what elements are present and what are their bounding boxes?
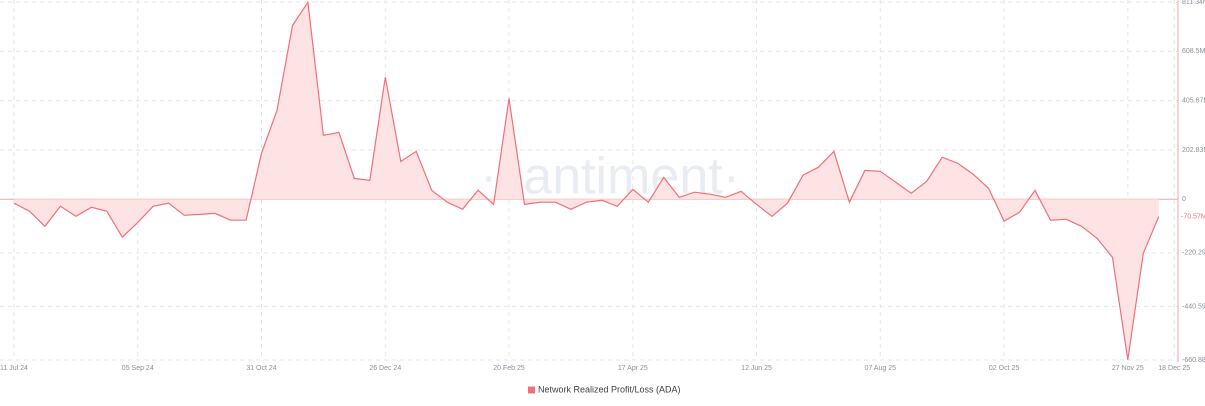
y-tick-label: 608.5M: [1182, 48, 1205, 55]
y-tick-label: 202.83M: [1182, 147, 1205, 154]
x-tick-label: 17 Apr 25: [618, 365, 648, 372]
y-tick-label: -660.88M: [1182, 357, 1205, 364]
area: [14, 2, 1159, 360]
x-tick-label: 26 Dec 24: [369, 365, 401, 372]
x-tick-label: 02 Oct 25: [989, 365, 1019, 372]
x-tick-label: 20 Feb 25: [493, 365, 525, 372]
x-tick-label: 07 Aug 25: [865, 365, 897, 372]
x-tick-label: 12 Jun 25: [741, 365, 772, 372]
value-label: -70.57M: [1181, 213, 1205, 220]
y-tick-label: 0: [1182, 196, 1186, 203]
x-tick-label: 11 Jul 24: [0, 365, 28, 372]
y-tick-label: -220.29M: [1182, 250, 1205, 257]
y-tick-label: 405.67M: [1182, 97, 1205, 104]
value-label-bg: [1179, 211, 1205, 222]
line: [13, 0, 1160, 360]
x-tick-label: 18 Dec 25: [1158, 365, 1190, 372]
x-tick-label: 05 Sep 24: [122, 365, 154, 372]
x-tick-label: 31 Oct 24: [246, 365, 276, 372]
x-tick-label: 27 Nov 25: [1112, 365, 1144, 372]
legend-swatch: [528, 386, 535, 394]
y-tick-label: 811.34M: [1182, 0, 1205, 6]
y-tick-label: -440.59M: [1182, 303, 1205, 310]
legend-label: Network Realized Profit/Loss (ADA): [538, 384, 681, 394]
